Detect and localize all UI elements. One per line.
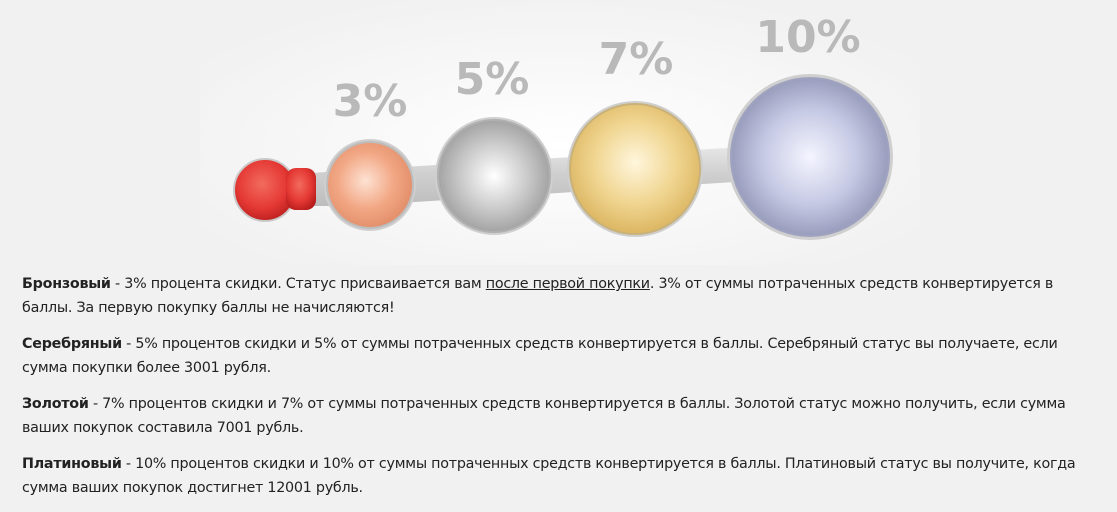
silver-tier-name: Серебряный <box>22 336 122 352</box>
bronze-percent-label: 3% <box>333 76 408 127</box>
platinum-text: - 10% процентов скидки и 10% от суммы по… <box>22 456 1076 496</box>
loyalty-tiers-graphic: 3% 5% 7% 10% <box>200 0 920 265</box>
bronze-description: Бронзовый - 3% процента скидки. Статус п… <box>22 272 1102 320</box>
platinum-description: Платиновый - 10% процентов скидки и 10% … <box>22 452 1102 500</box>
bronze-text-before-link: - 3% процента скидки. Статус присваивает… <box>110 276 486 292</box>
platinum-percent-label: 10% <box>755 12 860 63</box>
bronze-tier-name: Бронзовый <box>22 276 111 292</box>
tier-descriptions: Бронзовый - 3% процента скидки. Статус п… <box>22 272 1102 512</box>
silver-tier-circle <box>435 117 553 235</box>
platinum-tier-name: Платиновый <box>22 456 122 472</box>
gold-tier-name: Золотой <box>22 396 89 412</box>
tiers-illustration: 3% 5% 7% 10% <box>200 0 920 265</box>
bronze-text-after-link: . 3% от суммы потраченных средств конвер… <box>22 276 1054 316</box>
first-purchase-link[interactable]: после первой покупки <box>485 276 650 292</box>
gold-text: - 7% процентов скидки и 7% от суммы потр… <box>22 396 1066 436</box>
start-marker <box>233 158 316 222</box>
gold-tier-circle <box>567 101 703 237</box>
silver-description: Серебряный - 5% процентов скидки и 5% от… <box>22 332 1102 380</box>
gold-description: Золотой - 7% процентов скидки и 7% от су… <box>22 392 1102 440</box>
bronze-tier-circle <box>324 139 416 231</box>
silver-text: - 5% процентов скидки и 5% от суммы потр… <box>22 336 1058 376</box>
platinum-tier-circle <box>727 74 893 240</box>
gold-percent-label: 7% <box>599 34 674 85</box>
silver-percent-label: 5% <box>455 54 530 105</box>
